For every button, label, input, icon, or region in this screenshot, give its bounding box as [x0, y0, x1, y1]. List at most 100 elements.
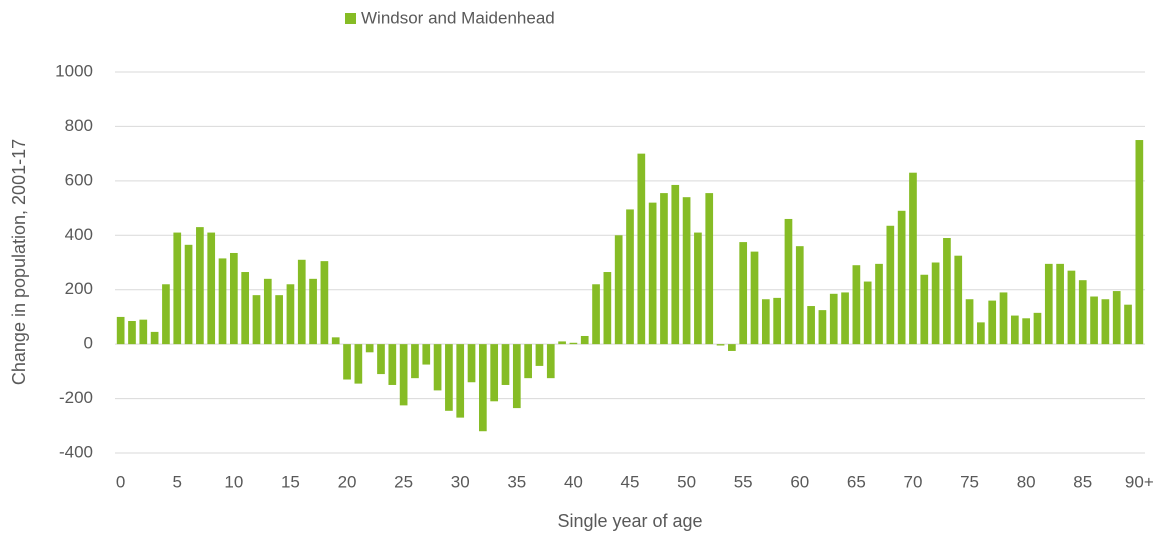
bar	[456, 344, 465, 418]
bar	[116, 316, 125, 345]
bar	[807, 306, 815, 345]
x-tick-label: 75	[960, 472, 979, 491]
y-tick-label: 0	[84, 334, 93, 353]
x-tick-label: 70	[904, 472, 923, 491]
bar	[829, 293, 838, 345]
legend-swatch	[345, 13, 356, 24]
bar	[479, 344, 487, 432]
y-tick-label: 600	[65, 170, 93, 189]
bar	[863, 281, 872, 345]
bar	[490, 344, 499, 402]
bar	[1090, 296, 1098, 345]
bar	[954, 255, 963, 345]
y-tick-label: 1000	[55, 61, 93, 80]
bar	[1112, 291, 1121, 345]
bar	[795, 246, 804, 345]
bar	[603, 272, 612, 345]
bar	[207, 232, 216, 345]
bar	[297, 259, 306, 345]
bar	[150, 331, 159, 345]
bar	[1067, 270, 1076, 345]
x-tick-label: 60	[790, 472, 809, 491]
bar	[965, 299, 974, 345]
x-tick-label: 5	[173, 472, 182, 491]
bar	[173, 232, 182, 345]
bar	[909, 172, 917, 345]
bar	[196, 227, 204, 345]
x-tick-label: 90+	[1125, 472, 1154, 491]
bar	[897, 210, 906, 345]
bar	[1124, 304, 1132, 345]
bar	[694, 232, 702, 345]
x-tick-label: 85	[1073, 472, 1092, 491]
x-tick-label: 35	[507, 472, 526, 491]
bar	[852, 265, 861, 345]
bar	[535, 344, 544, 366]
bar	[252, 295, 261, 345]
bar	[1022, 318, 1031, 345]
bar	[988, 300, 997, 345]
bar	[682, 197, 691, 345]
bar	[920, 274, 929, 345]
bar	[999, 292, 1008, 345]
bar	[818, 310, 827, 345]
bar	[886, 225, 895, 345]
bar	[512, 344, 521, 409]
x-tick-label: 40	[564, 472, 583, 491]
bar	[569, 342, 578, 345]
bar	[399, 344, 408, 406]
x-tick-label: 50	[677, 472, 696, 491]
bar	[546, 344, 555, 379]
bar	[467, 344, 476, 383]
y-tick-label: 400	[65, 225, 93, 244]
x-axis-title: Single year of age	[557, 511, 702, 531]
legend-label: Windsor and Maidenhead	[361, 8, 555, 27]
bar	[365, 344, 374, 353]
bar	[750, 251, 759, 345]
y-axis-title: Change in population, 2001-17	[9, 139, 29, 385]
bar	[943, 238, 951, 345]
bar	[1135, 140, 1144, 345]
bar	[433, 344, 442, 391]
x-tick-label: 80	[1017, 472, 1036, 491]
bar	[388, 344, 397, 385]
y-tick-label: -200	[59, 388, 93, 407]
bar	[501, 344, 510, 385]
bar	[660, 193, 668, 345]
bar	[320, 261, 329, 345]
bar	[1101, 299, 1110, 345]
bar	[841, 292, 849, 345]
bar	[241, 272, 250, 345]
bar	[637, 153, 646, 345]
bar	[1044, 263, 1053, 345]
bar	[139, 319, 148, 345]
bar	[728, 344, 736, 351]
x-tick-label: 45	[621, 472, 640, 491]
bar	[931, 262, 940, 345]
bar	[128, 321, 136, 345]
bar	[524, 344, 532, 379]
bar	[626, 209, 634, 345]
bar	[671, 184, 680, 345]
bar	[377, 344, 385, 375]
bar	[343, 344, 351, 380]
y-tick-label: 200	[65, 279, 93, 298]
bar	[411, 344, 419, 379]
bar	[422, 344, 431, 365]
y-tick-label: -400	[59, 442, 93, 461]
bar	[773, 297, 781, 345]
bar	[739, 242, 748, 345]
bar	[162, 284, 170, 345]
bar	[331, 337, 340, 345]
bar	[229, 252, 238, 345]
x-tick-label: 55	[734, 472, 753, 491]
bar	[1010, 315, 1019, 345]
bar	[354, 344, 363, 384]
bar	[275, 295, 283, 345]
bar	[309, 278, 317, 345]
x-tick-label: 15	[281, 472, 300, 491]
bar	[445, 344, 453, 411]
x-tick-label: 0	[116, 472, 125, 491]
x-tick-label: 65	[847, 472, 866, 491]
